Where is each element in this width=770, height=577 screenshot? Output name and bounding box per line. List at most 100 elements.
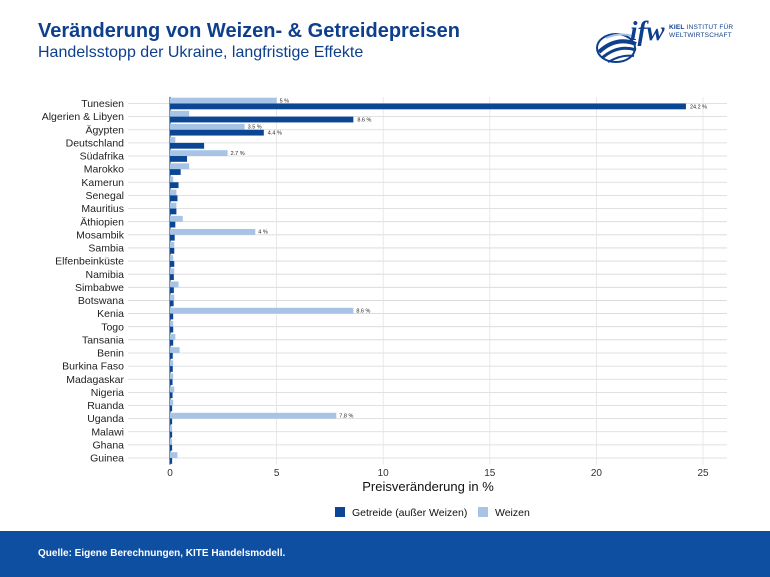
- category-label: Uganda: [87, 413, 124, 425]
- bar-weizen: [170, 412, 337, 419]
- bar-weizen: [170, 268, 175, 275]
- bar-getreide: [170, 116, 354, 123]
- category-label: Tansania: [82, 334, 124, 346]
- x-tick-label: 15: [484, 468, 496, 479]
- category-label: Mauritius: [81, 203, 124, 215]
- category-label: Mosambik: [76, 229, 125, 241]
- bar-weizen: [170, 150, 228, 157]
- x-tick-label: 5: [274, 468, 280, 479]
- bar-getreide: [170, 313, 174, 320]
- bar-weizen: [170, 97, 277, 104]
- logo-line1-bold: KIEL: [669, 24, 685, 31]
- bar-weizen: [170, 360, 174, 367]
- bar-weizen: [170, 163, 190, 170]
- bar-getreide: [170, 444, 173, 451]
- category-label: Südafrika: [80, 151, 125, 163]
- bar-weizen: [170, 307, 354, 314]
- data-label-weizen: 5 %: [280, 98, 290, 104]
- bar-weizen: [170, 110, 190, 117]
- page-subtitle: Handelsstopp der Ukraine, langfristige E…: [38, 44, 364, 61]
- bar-getreide: [170, 169, 181, 175]
- bar-weizen: [170, 399, 174, 406]
- category-label: Benin: [97, 348, 124, 360]
- bar-weizen: [170, 334, 176, 340]
- source-note: Quelle: Eigene Berechnungen, KITE Handel…: [38, 548, 286, 559]
- category-label: Madagaskar: [66, 374, 124, 386]
- footer-bar: Quelle: Eigene Berechnungen, KITE Handel…: [0, 531, 770, 577]
- category-label: Malawi: [91, 426, 124, 438]
- category-label: Deutschland: [66, 137, 125, 149]
- bar-getreide: [170, 103, 686, 110]
- bar-weizen: [170, 294, 175, 301]
- bar-getreide: [170, 352, 173, 359]
- bar-weizen: [170, 386, 175, 393]
- globe-icon: [596, 33, 637, 63]
- category-label: Ägypten: [85, 124, 124, 136]
- bar-getreide: [170, 208, 177, 215]
- category-label: Namibia: [85, 269, 124, 281]
- bar-weizen: [170, 281, 179, 288]
- bar-getreide: [170, 431, 173, 438]
- category-label: Simbabwe: [75, 282, 124, 294]
- logo-wordmark: ifw: [630, 16, 665, 46]
- bar-weizen: [170, 215, 183, 222]
- x-tick-label: 25: [697, 468, 709, 479]
- bar-getreide: [170, 392, 173, 399]
- category-label: Tunesien: [81, 98, 124, 110]
- category-label: Äthiopien: [80, 216, 124, 228]
- data-label-weizen: 7.8 %: [339, 413, 353, 419]
- bar-weizen: [170, 137, 176, 143]
- ifw-logo: ifw KIEL INSTITUT FÜR WELTWIRTSCHAFT: [596, 14, 746, 72]
- category-label: Nigeria: [91, 387, 124, 399]
- bar-getreide: [170, 156, 188, 162]
- bar-weizen: [170, 176, 174, 183]
- category-label: Burkina Faso: [62, 361, 124, 373]
- bar-weizen: [170, 320, 174, 327]
- legend-label-weizen: Weizen: [495, 507, 530, 519]
- category-label: Kenia: [97, 308, 124, 320]
- legend-swatch-weizen: [478, 507, 488, 517]
- data-label-weizen: 2.7 %: [231, 151, 245, 157]
- bar-getreide: [170, 326, 174, 333]
- bar-getreide: [170, 418, 173, 425]
- bar-getreide: [170, 458, 173, 464]
- bar-weizen: [170, 202, 177, 209]
- bar-getreide: [170, 195, 178, 202]
- legend-swatch-getreide: [335, 507, 345, 517]
- bar-getreide: [170, 274, 174, 280]
- category-label: Sambia: [88, 243, 124, 255]
- category-label: Ghana: [92, 439, 124, 451]
- category-label: Kamerun: [81, 177, 124, 189]
- bar-getreide: [170, 142, 205, 149]
- bar-weizen: [170, 425, 173, 432]
- data-label-getreide: 24.2 %: [690, 104, 707, 110]
- category-label: Elfenbeinküste: [55, 256, 124, 268]
- data-label-weizen: 8.6 %: [356, 308, 370, 314]
- page-title: Veränderung von Weizen- & Getreidepreise…: [38, 20, 460, 42]
- x-tick-label: 0: [167, 468, 173, 479]
- bar-getreide: [170, 247, 175, 254]
- x-tick-label: 10: [378, 468, 390, 479]
- bar-getreide: [170, 405, 173, 412]
- bar-getreide: [170, 234, 175, 241]
- logo-line2: WELTWIRTSCHAFT: [669, 31, 732, 39]
- bar-getreide: [170, 261, 175, 267]
- bar-getreide: [170, 129, 264, 136]
- data-label-getreide: 4.4 %: [268, 131, 282, 137]
- x-axis-title: Preisveränderung in %: [362, 479, 494, 494]
- category-label: Ruanda: [87, 400, 124, 412]
- data-label-weizen: 4 %: [258, 230, 268, 236]
- data-label-getreide: 8.6 %: [357, 117, 371, 123]
- logo-line1: INSTITUT FÜR: [686, 24, 734, 31]
- category-label: Senegal: [85, 190, 124, 202]
- category-label: Guinea: [90, 453, 124, 465]
- bar-getreide: [170, 221, 176, 228]
- legend-label-getreide: Getreide (außer Weizen): [352, 507, 467, 519]
- bar-weizen: [170, 123, 245, 130]
- bar-weizen: [170, 242, 175, 248]
- bar-getreide: [170, 287, 174, 294]
- bar-weizen: [170, 439, 173, 445]
- bar-weizen: [170, 452, 178, 458]
- bar-getreide: [170, 339, 174, 346]
